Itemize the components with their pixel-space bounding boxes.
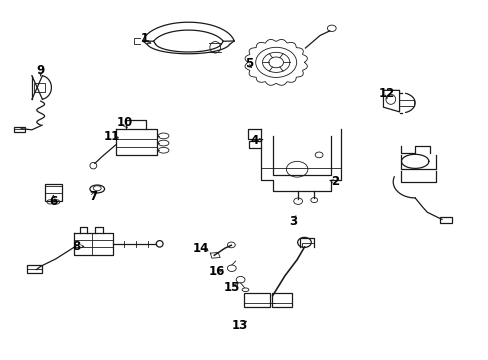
Bar xyxy=(439,217,451,223)
Text: 16: 16 xyxy=(208,265,224,278)
Text: 15: 15 xyxy=(224,281,240,294)
Bar xyxy=(34,83,45,92)
Bar xyxy=(271,293,292,307)
Text: 8: 8 xyxy=(72,240,80,253)
Text: 3: 3 xyxy=(288,215,297,228)
Text: 2: 2 xyxy=(330,175,338,188)
Text: 10: 10 xyxy=(117,116,133,129)
Text: 13: 13 xyxy=(231,319,247,332)
Text: 12: 12 xyxy=(378,87,394,100)
Bar xyxy=(244,293,269,307)
Text: 4: 4 xyxy=(250,134,258,147)
Text: 1: 1 xyxy=(140,32,148,45)
Text: 7: 7 xyxy=(89,190,97,203)
Text: 5: 5 xyxy=(245,57,253,70)
Text: 11: 11 xyxy=(103,130,120,144)
Text: 6: 6 xyxy=(49,195,58,208)
Text: 9: 9 xyxy=(37,64,45,77)
Bar xyxy=(14,127,24,132)
Text: 14: 14 xyxy=(192,242,208,255)
Bar xyxy=(26,265,42,273)
Bar xyxy=(44,184,62,201)
